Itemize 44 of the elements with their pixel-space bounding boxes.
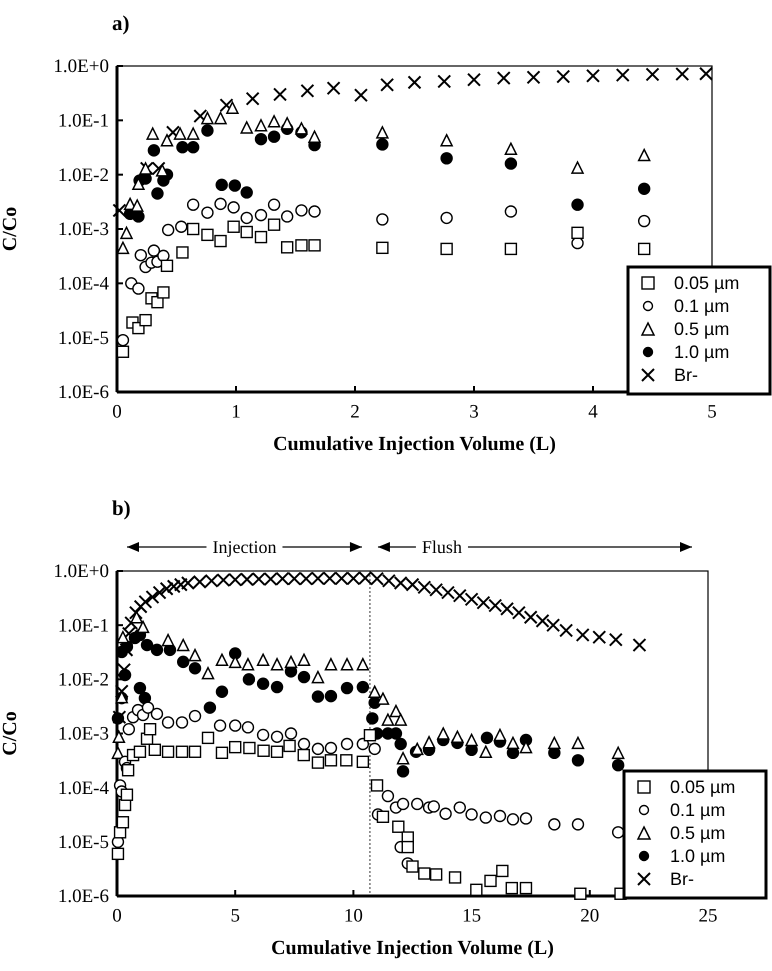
x-tick-label: 5 <box>707 401 717 422</box>
legend-label: Br- <box>670 869 694 889</box>
text: Injection <box>212 537 276 557</box>
x-tick-label: 20 <box>580 905 600 926</box>
x-tick-label: 5 <box>230 905 240 926</box>
x-tick-label: 0 <box>112 905 122 926</box>
legend-label: 0.05 µm <box>674 273 740 293</box>
x-axis-title: Cumulative Injection Volume (L) <box>271 937 554 959</box>
y-tick-label: 1.0E-5 <box>58 832 109 853</box>
y-tick-label: 1.0E+0 <box>53 561 109 582</box>
y-tick-label: 1.0E+0 <box>53 56 109 78</box>
legend-label: Br- <box>674 365 698 385</box>
y-tick-label: 1.0E-1 <box>58 110 109 132</box>
y-axis-title: C/Co <box>0 206 21 252</box>
y-tick-label: 1.0E-2 <box>58 669 109 690</box>
x-tick-label: 15 <box>462 905 482 926</box>
legend-label: 0.5 µm <box>670 823 726 843</box>
legend-label: 0.5 µm <box>674 319 730 339</box>
x-tick-label: 10 <box>344 905 363 926</box>
chart-title: b) <box>112 496 131 520</box>
y-tick-label: 1.0E-5 <box>58 328 109 349</box>
legend-label: 1.0 µm <box>670 846 726 866</box>
legend-label: 0.1 µm <box>674 296 730 316</box>
y-tick-label: 1.0E-3 <box>58 219 109 240</box>
x-tick-label: 25 <box>698 905 718 926</box>
x-tick-label: 1 <box>231 401 241 422</box>
x-tick-label: 2 <box>350 401 360 422</box>
y-tick-label: 1.0E-4 <box>58 778 110 799</box>
y-axis-title: C/Co <box>0 711 21 756</box>
legend-label: 1.0 µm <box>674 342 730 362</box>
y-tick-label: 1.0E-6 <box>58 886 109 908</box>
x-tick-label: 0 <box>112 401 122 422</box>
y-tick-label: 1.0E-6 <box>58 382 109 404</box>
y-tick-label: 1.0E-1 <box>58 615 109 636</box>
x-tick-label: 4 <box>588 401 598 422</box>
chart-title: a) <box>112 11 130 35</box>
y-tick-label: 1.0E-3 <box>58 724 109 745</box>
legend-label: 0.05 µm <box>670 777 736 797</box>
x-axis-title: Cumulative Injection Volume (L) <box>273 433 556 455</box>
y-tick-label: 1.0E-2 <box>58 164 109 186</box>
y-tick-label: 1.0E-4 <box>58 273 110 294</box>
text: Flush <box>422 537 462 557</box>
legend-label: 0.1 µm <box>670 800 726 820</box>
x-tick-label: 3 <box>469 401 479 422</box>
